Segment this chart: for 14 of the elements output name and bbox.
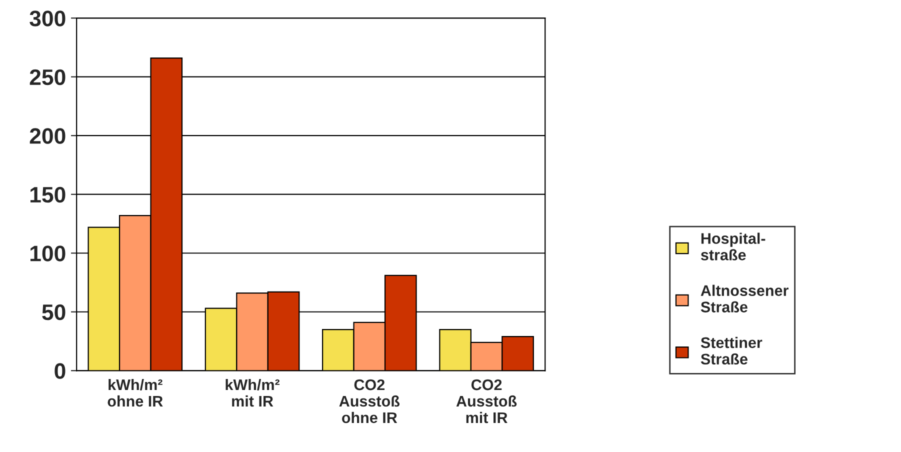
legend-label: Altnossener Straße bbox=[700, 284, 788, 312]
x-tick-label: CO2 Ausstoß ohne IR bbox=[339, 379, 400, 424]
y-tick-label: 0 bbox=[54, 363, 66, 379]
y-tick-label: 150 bbox=[30, 186, 66, 203]
legend-label: Stettiner Straße bbox=[700, 336, 762, 365]
y-tick-label: 50 bbox=[42, 304, 66, 320]
x-tick-label: CO2 Ausstoß mit IR bbox=[456, 379, 517, 424]
y-tick-label: 100 bbox=[30, 246, 66, 262]
y-tick-label: 300 bbox=[30, 10, 66, 26]
y-tick-label: 250 bbox=[30, 69, 66, 86]
x-tick-label: kWh/m² ohne IR bbox=[108, 378, 163, 407]
legend-label: Hospital- straße bbox=[700, 232, 766, 260]
x-tick-label: kWh/m² mit IR bbox=[226, 378, 280, 407]
y-tick-label: 200 bbox=[30, 128, 66, 144]
